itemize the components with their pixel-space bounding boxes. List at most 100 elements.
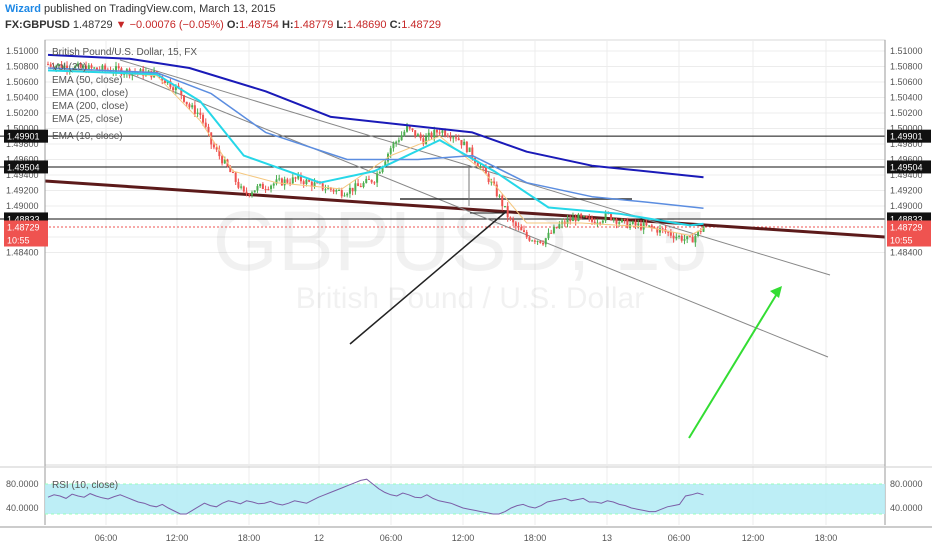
y-tick-label-left: 1.49200 <box>6 186 39 196</box>
candle-body <box>531 240 534 242</box>
candle-body <box>297 174 300 179</box>
candle-body <box>656 228 659 233</box>
candle-body <box>683 239 686 241</box>
candle-body <box>221 156 224 164</box>
candle-body <box>446 135 449 137</box>
candle-body <box>419 134 422 139</box>
candle-body <box>558 224 561 229</box>
candle-body <box>93 67 96 69</box>
arrow-shaft <box>688 291 779 439</box>
candle-body <box>115 66 117 73</box>
candle-body <box>612 219 615 221</box>
resistance-trendline <box>44 179 886 239</box>
candle-body <box>680 235 683 241</box>
y-tick-label-left: 1.49400 <box>6 170 39 180</box>
projection-arrow[interactable] <box>688 286 782 439</box>
price-chart[interactable]: GBPUSD, 15 British Pound / U.S. Dollar B… <box>0 36 932 550</box>
candle-body <box>637 223 640 226</box>
candle-body <box>335 190 338 192</box>
rsi-pane[interactable]: 80.0000 80.0000 40.0000 40.0000 <box>0 466 932 515</box>
candle-body <box>231 172 234 174</box>
candle-body <box>338 189 341 191</box>
candle-body <box>484 167 487 174</box>
y-tick-label-right: 1.50400 <box>890 93 923 103</box>
candle-body <box>275 179 278 184</box>
drawn-trendlines[interactable] <box>44 59 886 358</box>
candle-body <box>574 217 577 222</box>
candle-body <box>528 237 531 241</box>
open-label: O: <box>226 19 240 31</box>
candle-body <box>367 178 370 180</box>
candle-body <box>403 131 406 136</box>
candle-body <box>63 65 66 69</box>
candle-body <box>264 188 267 190</box>
x-tick-label: 13 <box>602 533 612 543</box>
candle-body <box>582 215 585 217</box>
candle-body <box>270 185 273 190</box>
symbol-label: FX:GBPUSD <box>5 19 70 31</box>
legend-ema10: EMA (10, close) <box>52 131 123 142</box>
candle-body <box>253 190 256 193</box>
candle-body <box>406 126 409 132</box>
candle-body <box>468 147 471 152</box>
candle-body <box>191 105 194 108</box>
price-label-text: 1.49901 <box>890 132 923 142</box>
price-label-text: 1.48833 <box>7 214 40 224</box>
candle-body <box>215 147 218 150</box>
candle-body <box>408 126 411 129</box>
y-tick-label-right: 1.49800 <box>890 139 923 149</box>
candle-body <box>455 137 457 139</box>
y-tick-label-left: 1.50000 <box>6 124 39 134</box>
candle-body <box>471 147 474 158</box>
candle-body <box>580 214 583 217</box>
candle-body <box>245 191 248 194</box>
candle-body <box>422 138 425 145</box>
candle-body <box>702 227 705 232</box>
candle-body <box>354 183 357 192</box>
price-axis[interactable]: 1.51000 1.51000 1.50800 1.50800 1.50600 1.506… <box>6 40 923 525</box>
candle-body <box>327 187 330 190</box>
price-label-box <box>4 160 48 174</box>
candle-body <box>623 219 626 221</box>
candle-body <box>74 65 77 70</box>
candle-body <box>172 87 175 91</box>
low-value: 1.48690 <box>346 19 387 31</box>
candle-body <box>229 166 232 173</box>
candle-body <box>174 85 177 91</box>
time-axis[interactable]: 06:00 12:00 18:00 12 06:00 12:00 18:00 13 06:00 1… <box>0 526 932 543</box>
candle-body <box>566 219 569 225</box>
price-label-text: 1.48729 <box>7 223 40 233</box>
candle-body <box>694 235 697 243</box>
candle-body <box>479 166 482 168</box>
candle-body <box>193 105 196 114</box>
candle-body <box>199 112 202 115</box>
candle-body <box>433 129 436 138</box>
candle-body <box>435 129 438 133</box>
legend-ema100: EMA (100, close) <box>52 88 128 99</box>
candle-body <box>378 172 381 174</box>
candle-body <box>299 174 302 182</box>
y-tick-label-right: 1.49200 <box>890 186 923 196</box>
candle-body <box>416 134 419 137</box>
candle-body <box>90 65 93 68</box>
author-name[interactable]: Wizard <box>5 3 41 15</box>
candle-body <box>626 219 629 228</box>
candle-body <box>634 221 637 226</box>
candle-body <box>237 181 240 188</box>
candle-body <box>294 177 297 179</box>
candle-body <box>117 66 120 69</box>
candle-body <box>251 192 253 196</box>
candle-body <box>631 221 634 224</box>
candle-body <box>686 236 689 240</box>
candle-body <box>308 179 311 182</box>
candle-body <box>509 217 512 220</box>
price-label-box <box>4 233 48 247</box>
candle-body <box>305 179 308 185</box>
candle-body <box>449 136 452 139</box>
candle-body <box>373 182 376 184</box>
y-tick-label-right: 1.50800 <box>890 62 923 72</box>
candle-body <box>359 186 362 188</box>
candle-body <box>604 212 607 221</box>
candle-body <box>596 222 599 224</box>
rsi-tick-right: 40.0000 <box>890 503 923 513</box>
